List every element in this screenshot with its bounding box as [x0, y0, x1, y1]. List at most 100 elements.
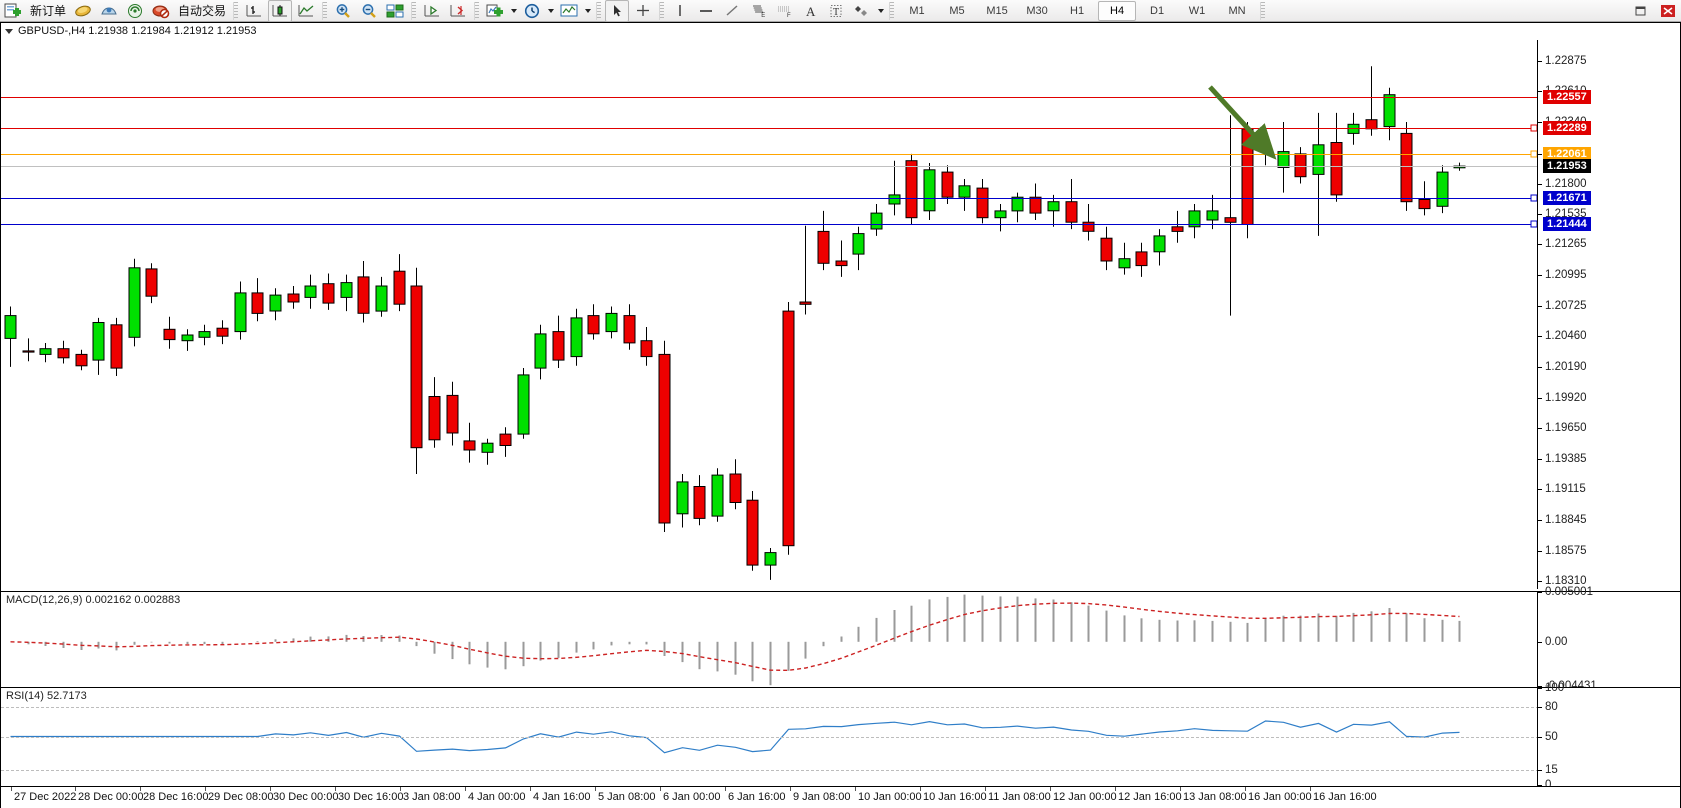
- support-upper-price-tag[interactable]: 1.21671: [1543, 191, 1591, 206]
- window-restore-icon[interactable]: [1630, 0, 1654, 22]
- time-axis-label: 16 Jan 16:00: [1313, 791, 1377, 803]
- new-order-label[interactable]: 新订单: [30, 4, 67, 18]
- macd-scale-tick: [1538, 686, 1542, 687]
- autotrading-icon[interactable]: [149, 0, 173, 22]
- period-icon[interactable]: [520, 0, 544, 22]
- shapes-icon[interactable]: [850, 0, 874, 22]
- price-scale-tick: [1538, 336, 1542, 338]
- rsi-level-50: [1, 736, 1539, 738]
- tile-windows-icon[interactable]: [383, 0, 407, 22]
- cursor-icon[interactable]: [605, 0, 630, 22]
- equidistant-channel-icon[interactable]: F: [772, 0, 796, 22]
- shapes-dropdown-icon[interactable]: [875, 1, 886, 21]
- time-axis-label: 6 Jan 00:00: [663, 791, 721, 803]
- time-axis-label: 29 Dec 08:00: [208, 791, 274, 803]
- resistance-upper-line[interactable]: [1, 97, 1539, 99]
- toolbar-separator-8: [1260, 1, 1266, 20]
- chart-shift-icon[interactable]: [420, 0, 444, 22]
- navigator-icon[interactable]: [123, 0, 147, 22]
- horizontal-line-icon[interactable]: [694, 0, 718, 22]
- chart-menu-triangle-icon[interactable]: [5, 28, 13, 34]
- timeframe-mn[interactable]: MN: [1228, 4, 1246, 17]
- text-icon[interactable]: A: [798, 0, 822, 22]
- rsi-scale-tick: [1538, 688, 1542, 689]
- timeframe-h4[interactable]: H4: [1098, 0, 1137, 21]
- support-lower-price-tag[interactable]: 1.21444: [1543, 217, 1591, 232]
- price-scale-label: 1.19650: [1545, 422, 1587, 435]
- time-axis-label: 10 Jan 16:00: [923, 791, 987, 803]
- rsi-scale[interactable]: 100 80 50 15 0: [1537, 682, 1680, 791]
- templates-dropdown-icon[interactable]: [582, 1, 593, 21]
- macd-scale-label: 0.005001: [1545, 586, 1593, 598]
- price-scale-label: 1.19920: [1545, 391, 1587, 404]
- rsi-scale-label: 0: [1545, 779, 1552, 791]
- price-scale[interactable]: 1.228751.226101.223401.220611.218001.215…: [1537, 40, 1680, 589]
- price-scale-label: 1.20725: [1545, 299, 1587, 312]
- macd-series: [10, 594, 1461, 686]
- timeframe-w1[interactable]: W1: [1188, 4, 1206, 17]
- zoom-in-icon[interactable]: [331, 0, 355, 22]
- time-axis-tick: [1180, 787, 1181, 791]
- data-window-icon[interactable]: [97, 0, 121, 22]
- time-axis-tick: [1115, 787, 1116, 791]
- timeframe-m30[interactable]: M30: [1026, 4, 1048, 17]
- timeframe-d1[interactable]: D1: [1150, 4, 1165, 17]
- time-axis-label: 28 Dec 16:00: [143, 791, 209, 803]
- timeframe-h1[interactable]: H1: [1070, 4, 1085, 17]
- timeframe-m1[interactable]: M1: [909, 4, 925, 17]
- price-scale-label: 1.19385: [1545, 452, 1587, 465]
- period-dropdown-icon[interactable]: [545, 1, 556, 21]
- macd-plot-area[interactable]: [1, 592, 1539, 687]
- time-axis-tick: [205, 787, 206, 791]
- time-axis-label: 4 Jan 00:00: [468, 791, 526, 803]
- timeframe-m15[interactable]: M15: [986, 4, 1008, 17]
- price-scale-tick: [1538, 305, 1542, 307]
- pivot-line-line[interactable]: [1, 153, 1539, 155]
- expert-advisor-icon[interactable]: [71, 0, 95, 22]
- price-plot-area[interactable]: [1, 40, 1539, 589]
- price-scale-label: 1.21800: [1545, 177, 1587, 190]
- support-lower-line[interactable]: [1, 224, 1539, 226]
- last-price-line-line[interactable]: [1, 166, 1539, 168]
- add-indicator-dropdown-icon[interactable]: [508, 1, 519, 21]
- last-price-line-price-tag[interactable]: 1.21953: [1543, 159, 1591, 174]
- line-chart-icon[interactable]: [294, 0, 318, 22]
- support-upper-line[interactable]: [1, 198, 1539, 200]
- resistance-lower-line[interactable]: [1, 127, 1539, 129]
- add-indicator-icon[interactable]: [483, 0, 507, 22]
- time-axis-tick: [660, 787, 661, 791]
- vertical-line-icon[interactable]: [668, 0, 692, 22]
- window-close-icon[interactable]: [1656, 0, 1680, 22]
- zoom-out-icon[interactable]: [357, 0, 381, 22]
- price-scale-tick: [1538, 91, 1542, 93]
- toolbar-separator-1: [233, 1, 239, 20]
- fibonacci-icon[interactable]: E: [746, 0, 770, 22]
- trendline-icon[interactable]: [720, 0, 744, 22]
- price-scale-label: 1.18310: [1545, 575, 1587, 588]
- rsi-scale-tick: [1538, 707, 1542, 709]
- time-axis[interactable]: 27 Dec 2022 28 Dec 00:00 28 Dec 16:00 29 De…: [1, 786, 1680, 808]
- rsi-plot-area[interactable]: [1, 688, 1539, 786]
- timeframe-m5[interactable]: M5: [949, 4, 965, 17]
- toolbar-separator-7: [889, 1, 895, 20]
- price-scale-label: 1.19115: [1545, 483, 1586, 496]
- bar-chart-icon[interactable]: [242, 0, 266, 22]
- price-scale-tick: [1538, 244, 1542, 246]
- timeframe-group: M1 M5 M15 M30 H1 H4 D1 W1 MN: [897, 0, 1257, 21]
- price-pane: 1.228751.226101.223401.220611.218001.215…: [1, 40, 1680, 589]
- rsi-level-80: [1, 707, 1539, 709]
- autotrading-label[interactable]: 自动交易: [178, 4, 227, 18]
- resistance-upper-price-tag[interactable]: 1.22557: [1543, 90, 1591, 105]
- candlestick-chart-icon[interactable]: [268, 0, 293, 22]
- price-scale-label: 1.22875: [1545, 55, 1587, 68]
- crosshair-icon[interactable]: [631, 0, 655, 22]
- text-label-icon[interactable]: T: [824, 0, 848, 22]
- macd-title: MACD(12,26,9) 0.002162 0.002883: [6, 594, 181, 606]
- symbol-info-bar[interactable]: GBPUSD-,H4 1.21938 1.21984 1.21912 1.219…: [1, 23, 1680, 39]
- resistance-lower-price-tag[interactable]: 1.22289: [1543, 120, 1591, 135]
- auto-scroll-icon[interactable]: [446, 0, 470, 22]
- templates-icon[interactable]: [557, 0, 581, 22]
- pivot-line-price-tag[interactable]: 1.22061: [1543, 146, 1591, 161]
- macd-scale[interactable]: 0.005001 0.00 -0.004431: [1537, 586, 1680, 692]
- new-chart-icon[interactable]: [1, 0, 25, 22]
